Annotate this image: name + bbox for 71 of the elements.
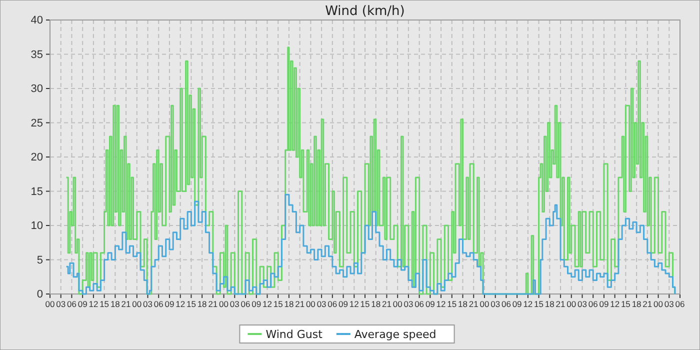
x-tick-label: 21: [295, 299, 305, 310]
x-tick-label: 12: [349, 299, 360, 310]
x-tick-label: 00: [306, 299, 316, 310]
x-tick-label: 12: [262, 299, 272, 310]
y-tick-label: 25: [30, 117, 43, 130]
y-tick-label: 10: [30, 220, 43, 232]
x-tick-label: 18: [371, 299, 381, 310]
legend-label: Average speed: [354, 328, 436, 341]
x-tick-label: 18: [632, 299, 642, 310]
x-tick-label: 06: [675, 299, 685, 310]
x-tick-label: 21: [468, 299, 479, 310]
x-tick-label: 12: [436, 299, 446, 310]
x-tick-label: 12: [523, 299, 533, 310]
x-tick-label: 15: [447, 299, 457, 310]
x-tick-label: 00: [45, 299, 55, 310]
x-tick-label: 21: [208, 299, 218, 310]
x-tick-label: 06: [328, 299, 338, 310]
x-tick-label: 03: [490, 299, 500, 310]
x-tick-label: 00: [480, 299, 490, 310]
x-tick-label: 12: [610, 299, 620, 310]
x-tick-label: 15: [360, 299, 370, 310]
x-tick-label: 09: [599, 299, 609, 310]
x-tick-label: 18: [197, 299, 208, 310]
x-tick-label: 15: [273, 299, 284, 310]
x-tick-label: 06: [414, 299, 424, 310]
y-tick-label: 5: [36, 254, 43, 266]
x-tick-label: 15: [186, 299, 196, 310]
x-tick-label: 09: [164, 299, 174, 310]
x-tick-label: 09: [512, 299, 522, 310]
x-tick-label: 00: [219, 299, 229, 310]
x-tick-label: 15: [534, 299, 544, 310]
x-tick-label: 00: [132, 299, 142, 310]
x-tick-label: 12: [176, 299, 186, 310]
x-tick-label: 18: [284, 299, 294, 310]
x-tick-label: 18: [544, 299, 555, 310]
y-tick-label: 30: [30, 83, 43, 96]
x-tick-label: 21: [382, 299, 392, 310]
x-tick-label: 03: [230, 299, 240, 310]
legend-label: Wind Gust: [266, 328, 324, 341]
x-tick-label: 12: [88, 299, 98, 310]
y-tick-label: 35: [30, 48, 43, 61]
x-tick-label: 03: [578, 299, 588, 310]
x-tick-label: 18: [458, 299, 468, 310]
y-tick-label: 0: [36, 288, 43, 301]
x-tick-label: 21: [121, 299, 132, 310]
x-tick-label: 03: [316, 299, 327, 310]
y-tick-label: 20: [30, 152, 43, 164]
x-tick-label: 09: [338, 299, 348, 310]
x-tick-label: 06: [588, 299, 598, 310]
x-tick-label: 00: [566, 299, 576, 310]
x-tick-label: 21: [556, 299, 566, 310]
x-tick-label: 09: [78, 299, 88, 310]
y-tick-label: 15: [30, 186, 43, 198]
x-tick-label: 06: [501, 299, 512, 310]
x-tick-label: 03: [664, 299, 674, 310]
x-tick-label: 03: [404, 299, 414, 310]
x-tick-label: 03: [56, 299, 66, 310]
x-tick-label: 06: [66, 299, 77, 310]
x-tick-label: 03: [143, 299, 153, 310]
x-tick-label: 00: [392, 299, 403, 310]
x-tick-label: 15: [620, 299, 631, 310]
x-tick-label: 09: [252, 299, 262, 310]
x-tick-label: 00: [654, 299, 664, 310]
x-tick-label: 18: [110, 299, 120, 310]
chart-title: Wind (km/h): [325, 4, 405, 19]
x-tick-label: 15: [100, 299, 110, 310]
x-tick-label: 06: [240, 299, 251, 310]
x-tick-label: 21: [642, 299, 652, 310]
y-tick-label: 40: [30, 14, 43, 27]
x-tick-label: 06: [154, 299, 164, 310]
x-tick-label: 09: [425, 299, 436, 310]
